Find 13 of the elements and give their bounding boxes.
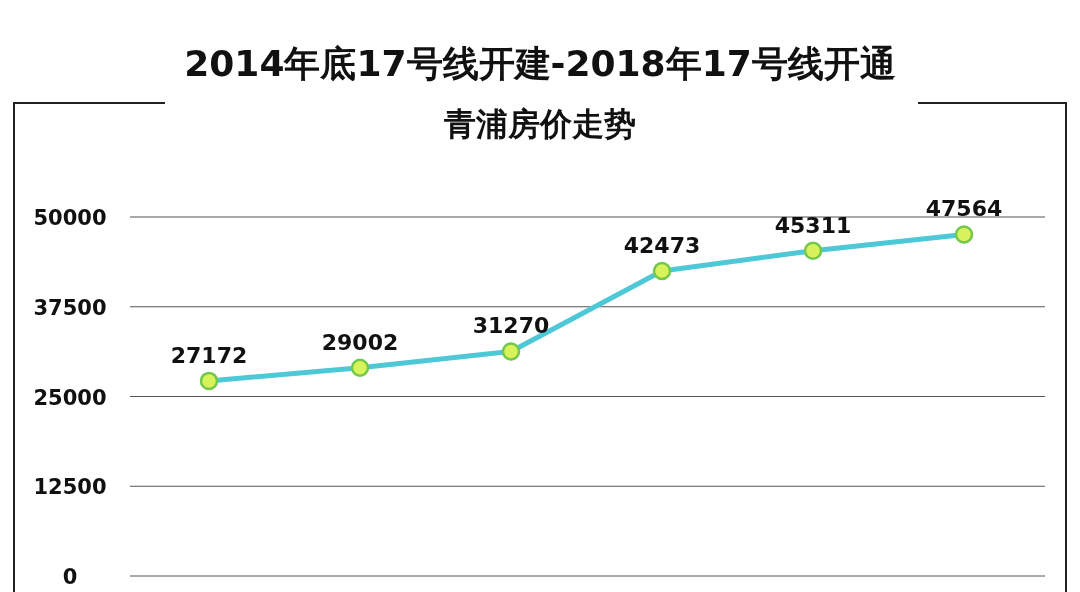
y-tick-label: 25000 xyxy=(33,385,107,410)
y-tick-label: 37500 xyxy=(33,295,107,320)
data-label: 27172 xyxy=(170,342,248,368)
data-label: 47564 xyxy=(925,196,1003,222)
data-label: 31270 xyxy=(472,313,550,339)
data-label: 42473 xyxy=(623,233,701,259)
data-label: 29002 xyxy=(321,329,399,355)
data-label: 45311 xyxy=(774,212,852,238)
y-tick-label: 50000 xyxy=(33,206,107,230)
chart-subtitle: 青浦房价走势 xyxy=(443,105,636,143)
chart-title: 2014年底17号线开建-2018年17号线开通 xyxy=(184,43,896,84)
y-tick-label: 12500 xyxy=(33,475,107,500)
y-tick-label: 0 xyxy=(62,565,78,589)
